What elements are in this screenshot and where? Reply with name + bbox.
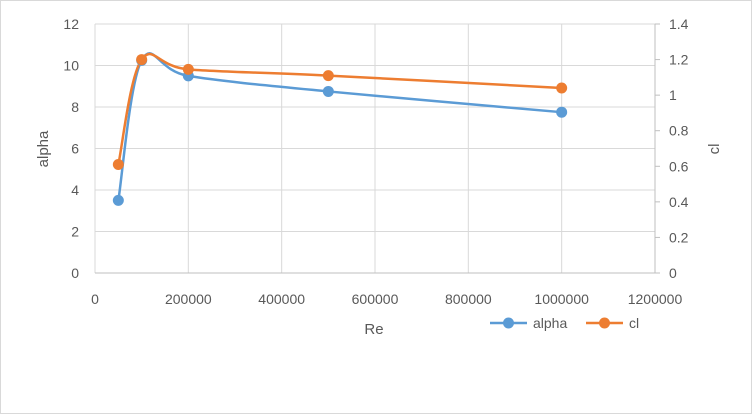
x-tick-label: 1000000 [534,291,589,307]
legend-marker-alpha [503,317,514,329]
series-line-alpha [117,52,563,202]
y-axis-left-label: alpha [35,130,52,167]
y-right-tick-label: 0.4 [669,194,689,210]
x-tick-label: 400000 [258,291,305,307]
y-right-tick-label: 1.2 [669,52,689,68]
y-left-tick-label: 12 [63,16,79,32]
legend-label-alpha: alpha [533,315,567,331]
y-right-tick-label: 1 [669,87,677,103]
data-point-alpha [322,85,334,97]
y-axis-right-ticks: 0 0.2 0.4 0.6 0.8 1 1.2 1.4 [655,16,689,281]
legend-item-alpha: alpha [490,315,567,331]
legend-marker-cl [599,317,610,329]
legend: alpha cl [490,315,639,331]
y-axis-right-label: cl [706,144,723,155]
x-axis-label: Re [364,321,383,338]
x-tick-label: 200000 [165,291,212,307]
x-tick-label: 0 [91,291,99,307]
y-right-tick-label: 1.4 [669,16,689,32]
data-point-cl [556,82,568,94]
data-point-cl [136,54,148,66]
y-axis-left-ticks: 0 2 4 6 8 10 12 [63,16,79,281]
x-tick-label: 800000 [445,291,492,307]
y-left-tick-label: 8 [71,99,79,115]
y-right-tick-label: 0.2 [669,229,689,245]
y-left-tick-label: 10 [63,58,79,74]
data-point-alpha [112,194,124,206]
y-right-tick-label: 0.8 [669,123,689,139]
gridlines [94,23,656,274]
data-point-cl [182,63,194,75]
data-point-cl [112,159,124,171]
series-markers [112,54,568,206]
x-tick-label: 600000 [352,291,399,307]
legend-item-cl: cl [586,315,639,331]
series-line-cl [117,52,563,166]
x-tick-label: 1200000 [628,291,683,307]
series-lines [117,52,563,202]
y-right-tick-label: 0 [669,265,677,281]
data-point-cl [322,70,334,82]
legend-label-cl: cl [629,315,639,331]
data-point-alpha [556,106,568,118]
y-left-tick-label: 0 [71,265,79,281]
y-left-tick-label: 2 [71,224,79,240]
x-axis-ticks: 0 200000 400000 600000 800000 1000000 1200000 [91,291,682,307]
y-left-tick-label: 4 [71,182,79,198]
y-right-tick-label: 0.6 [669,158,689,174]
y-left-tick-label: 6 [71,141,79,157]
